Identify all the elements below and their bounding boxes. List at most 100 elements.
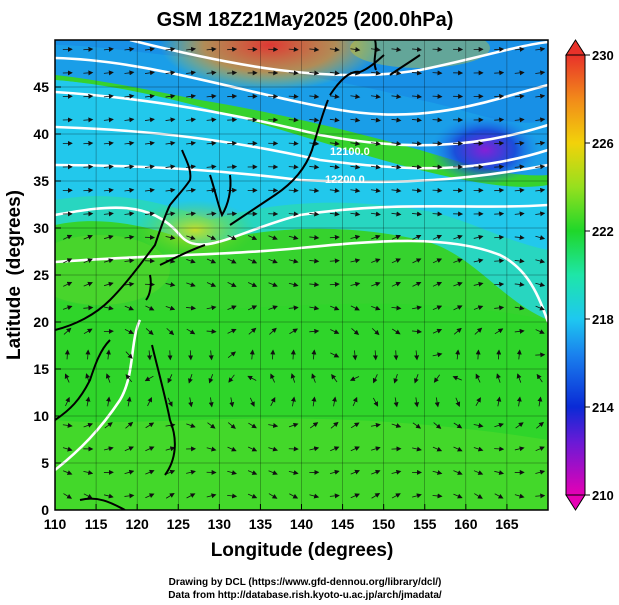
wind-arrow	[103, 140, 114, 146]
wind-arrow	[227, 305, 237, 311]
wind-arrow	[372, 397, 379, 407]
wind-arrow	[144, 187, 155, 193]
y-tick-label: 0	[41, 502, 49, 518]
wind-arrow	[105, 373, 111, 383]
wind-arrow	[62, 305, 73, 311]
wind-arrow	[247, 235, 258, 240]
wind-arrow	[514, 164, 525, 170]
wind-arrow	[144, 70, 155, 76]
wind-arrow	[124, 93, 135, 99]
wind-arrow	[188, 350, 194, 361]
coastlines	[55, 40, 421, 510]
wind-arrow	[145, 422, 155, 429]
wind-arrow	[434, 397, 440, 408]
wind-arrow	[227, 117, 238, 123]
wind-arrow	[309, 422, 319, 429]
wind-arrow	[165, 211, 176, 217]
wind-arrow	[167, 374, 173, 384]
wind-arrow	[516, 373, 522, 383]
wind-arrow	[186, 211, 197, 217]
wind-arrow	[494, 211, 505, 217]
wind-arrow	[186, 305, 197, 311]
wind-arrow	[85, 349, 91, 360]
wind-arrow	[329, 234, 340, 240]
wind-arrow	[83, 211, 94, 217]
wind-arrow	[309, 493, 320, 499]
wind-arrow	[350, 305, 360, 311]
wind-arrow	[473, 446, 484, 452]
wind-arrow	[124, 164, 135, 170]
wind-arrow	[288, 70, 299, 76]
wind-arrow	[515, 422, 524, 429]
wind-arrow	[535, 235, 546, 240]
wind-arrow	[186, 187, 197, 193]
wind-arrow	[165, 46, 176, 52]
wind-arrow	[432, 211, 443, 217]
wind-arrow	[536, 373, 543, 383]
wind-arrow	[352, 350, 358, 361]
wind-arrow	[433, 422, 442, 429]
footer-credit-data: Data from http://database.rish.kyoto-u.a…	[168, 590, 442, 601]
wind-arrow	[309, 234, 320, 240]
wind-arrow	[249, 397, 255, 407]
wind-arrow	[186, 93, 197, 99]
wind-arrow	[247, 375, 257, 381]
wind-arrow	[165, 93, 176, 99]
wind-arrow	[371, 258, 381, 264]
wind-arrow	[412, 446, 422, 452]
wind-arrow	[412, 211, 423, 217]
wind-arrow	[514, 117, 525, 123]
wind-arrow	[103, 258, 114, 264]
wind-arrow	[494, 93, 505, 99]
wind-arrow	[370, 188, 381, 193]
wind-arrow	[186, 423, 196, 428]
x-tick-label: 135	[249, 516, 273, 532]
colorbar-tick-label: 226	[592, 136, 614, 151]
wind-arrow	[186, 235, 196, 240]
coast-borneo	[79, 497, 126, 510]
wind-arrow	[514, 70, 525, 76]
wind-arrow	[496, 373, 501, 383]
wind-arrow	[309, 187, 320, 193]
wind-arrow	[227, 140, 238, 146]
wind-arrow	[330, 329, 340, 334]
wind-arrow	[391, 93, 402, 99]
wind-arrow	[514, 328, 525, 334]
wind-arrow	[349, 376, 360, 381]
y-tick-label: 25	[33, 267, 49, 283]
wind-arrow	[432, 140, 443, 146]
wind-arrow	[269, 327, 277, 335]
wind-arrow	[514, 281, 525, 287]
wind-arrow	[350, 94, 361, 99]
wind-arrow	[432, 187, 443, 193]
wind-arrow	[311, 349, 317, 360]
wind-arrow	[412, 305, 422, 311]
wind-arrow	[474, 493, 483, 499]
wind-arrow	[188, 397, 194, 408]
wind-arrow	[535, 493, 546, 499]
wind-arrow	[350, 493, 360, 499]
wind-arrow	[63, 493, 73, 499]
wind-arrow	[288, 282, 299, 287]
wind-arrow	[165, 235, 176, 240]
wind-arrow	[186, 70, 197, 76]
wind-arrow	[83, 93, 94, 99]
wind-arrow	[412, 164, 423, 170]
chart-title: GSM 18Z21May2025 (200.0hPa)	[157, 9, 454, 31]
wind-arrow	[453, 422, 463, 429]
wind-arrow	[331, 396, 337, 407]
wind-arrow	[124, 446, 134, 452]
wind-arrow	[350, 469, 360, 475]
wind-arrow	[350, 422, 360, 429]
wind-arrow	[83, 117, 94, 123]
wind-arrow	[535, 469, 546, 475]
contour-line	[55, 56, 548, 116]
wind-arrow	[455, 349, 461, 360]
wind-arrow	[516, 396, 522, 407]
wind-arrow	[432, 328, 443, 334]
wind-arrow	[453, 327, 462, 335]
wind-arrow	[165, 282, 176, 287]
wind-arrow	[329, 46, 340, 52]
wind-arrow	[206, 93, 217, 99]
wind-arrow	[474, 327, 483, 335]
